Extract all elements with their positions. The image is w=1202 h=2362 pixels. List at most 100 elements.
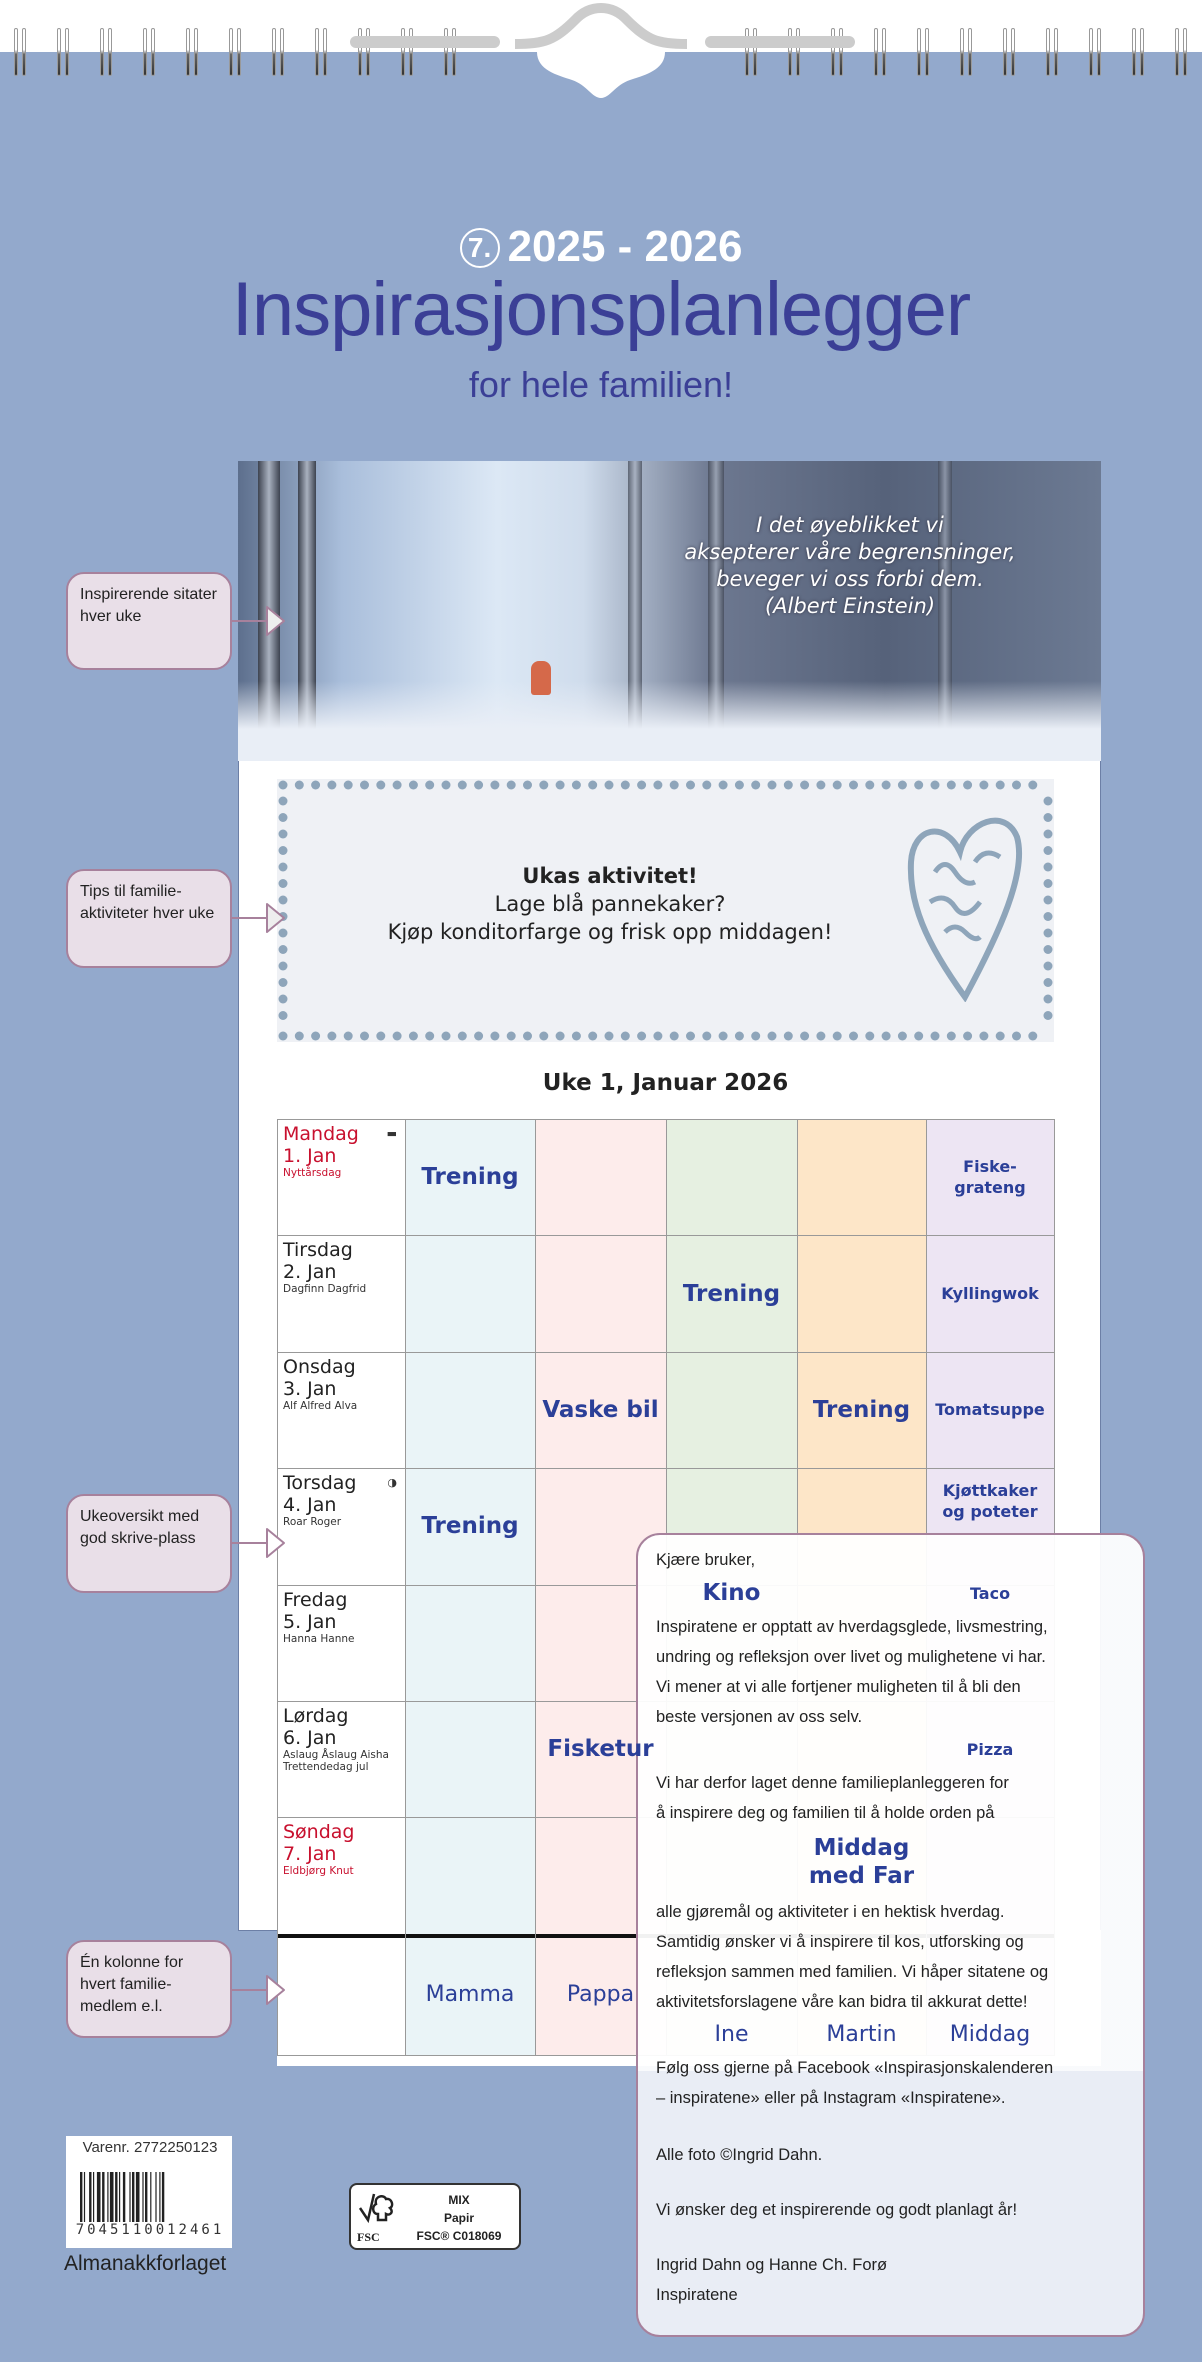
barcode-bars [80, 2172, 165, 2222]
member-header[interactable]: Middag [949, 2021, 1031, 2047]
day-cell: Lørdag 6. Jan Aslaug Åslaug Aisha Trettend… [283, 1705, 401, 1773]
calendar-entry[interactable]: Fisketur [547, 1736, 654, 1762]
spiral-ring [1175, 28, 1189, 76]
publisher-name: Almanakkforlaget [64, 2252, 227, 2275]
spiral-ring [100, 28, 114, 76]
day-name: Fredag [283, 1588, 348, 1611]
calendar-entry[interactable]: Pizza [966, 1739, 1014, 1759]
activity-heading: Ukas aktivitet! [522, 864, 698, 888]
callout-activities: Tips til familie-aktiviteter hver uke [66, 869, 232, 968]
hanger-hook [515, 3, 687, 98]
calendar-entry[interactable]: Middag med Far [808, 1835, 915, 1889]
spiral-ring [831, 28, 845, 76]
spiral-ring [874, 28, 888, 76]
name-days: Alf Alfred Alva [283, 1399, 358, 1412]
weekly-quote: I det øyeblikket vi aksepterer våre begr… [640, 512, 1060, 620]
quote-line: aksepterer våre begrensninger, [684, 540, 1016, 564]
hanger-wire-left [350, 36, 500, 48]
calendar-entry[interactable]: Trening [812, 1396, 911, 1423]
day-name: Mandag [283, 1123, 359, 1145]
day-name: Søndag [283, 1821, 355, 1844]
name-days: Roar Roger [283, 1516, 342, 1529]
spiral-ring [788, 28, 802, 76]
row-divider [277, 1119, 1054, 1120]
cover-title: Inspirasjonsplanlegger [231, 267, 971, 352]
callout-pointer-icon [232, 1528, 285, 1558]
name-days: Nyttårsdag [283, 1167, 342, 1179]
activity-line: Kjøp konditorfarge og frisk opp middagen… [387, 920, 833, 944]
member-header[interactable]: Pappa [566, 1982, 635, 2008]
member-header[interactable] [277, 1934, 405, 2056]
day-cell: Onsdag 3. Jan Alf Alfred Alva [283, 1356, 401, 1412]
fsc-code: FSC® C018069 [416, 2229, 502, 2243]
name-days: Dagfinn Dagfrid [283, 1283, 367, 1296]
cover-years: 7. 2025 - 2026 [0, 222, 1202, 272]
calendar-entry[interactable]: Kjøttkaker og poteter [942, 1481, 1038, 1521]
spiral-ring [401, 28, 415, 76]
spiral-ring [14, 28, 28, 76]
spiral-ring [444, 28, 458, 76]
spiral-ring [1046, 28, 1060, 76]
fsc-tree-icon [358, 2193, 394, 2224]
spiral-ring [143, 28, 157, 76]
day-date: 6. Jan [283, 1727, 337, 1749]
row-divider [277, 1235, 1054, 1237]
calendar-entry[interactable]: Fiske- grateng [954, 1157, 1026, 1198]
quote-line: I det øyeblikket vi [756, 513, 944, 537]
day-cell: Mandag 1. Jan Nyttårsdag ▬ [283, 1123, 401, 1179]
day-name: Tirsdag [283, 1239, 353, 1262]
spiral-ring [917, 28, 931, 76]
calendar-entry[interactable]: Trening [682, 1280, 781, 1307]
walking-person [531, 661, 551, 695]
day-cell: Søndag 7. Jan Eldbjørg Knut [283, 1821, 401, 1877]
spiral-ring [1003, 28, 1017, 76]
fsc-paper: Papir [443, 2211, 474, 2225]
spiral-ring [315, 28, 329, 76]
callout-quotes: Inspirerende sitater hver uke [66, 572, 232, 670]
callout-columns: Én kolonne for hvert familie-medlem e.l. [66, 1940, 232, 2038]
calendar-entry[interactable]: Taco [969, 1583, 1011, 1603]
moon-phase-icon: ◑ [387, 1476, 397, 1490]
name-days: Aslaug Åslaug Aisha Trettendedag jul [283, 1749, 389, 1773]
name-days: Eldbjørg Knut [283, 1865, 354, 1878]
row-divider [277, 1351, 1054, 1353]
member-header[interactable]: Ine [714, 2021, 749, 2047]
fsc-mix: MIX [448, 2193, 470, 2207]
calendar-entry[interactable]: Tomatsuppe [935, 1400, 1045, 1420]
calendar-entry[interactable]: Kino [702, 1580, 761, 1606]
spiral-ring [57, 28, 71, 76]
day-name: Lørdag [283, 1705, 349, 1727]
column-divider [277, 1119, 278, 2056]
day-cell: Tirsdag 2. Jan Dagfinn Dagfrid [283, 1239, 401, 1295]
letter-overlay [636, 1533, 1145, 2337]
spiral-ring [272, 28, 286, 76]
fsc-text: MIX Papir FSC® C018069 [400, 2191, 518, 2245]
item-number: Varenr. 2772250123 [82, 2139, 218, 2156]
callout-pointer-icon [232, 606, 285, 636]
day-date: 1. Jan [283, 1145, 337, 1167]
day-cell: Torsdag 4. Jan Roar Roger ◑ [283, 1472, 401, 1528]
edition-badge: 7. [459, 228, 500, 268]
activity-box [277, 779, 1054, 1042]
calendar-entry[interactable]: Kyllingwok [941, 1284, 1039, 1304]
ean-number: 7045110012461 [75, 2222, 225, 2238]
member-header[interactable]: Martin [826, 2021, 897, 2047]
calendar-entry[interactable]: Vaske bil [542, 1396, 659, 1423]
cover-subtitle: for hele familien! [468, 364, 734, 405]
spiral-ring [1089, 28, 1103, 76]
fsc-logo-text: FSC [357, 2230, 380, 2244]
member-header[interactable]: Mamma [425, 1982, 515, 2008]
column-divider [535, 1119, 536, 2056]
day-name: Onsdag [283, 1355, 356, 1378]
day-date: 4. Jan [283, 1494, 337, 1517]
calendar-entry[interactable]: Trening [421, 1513, 519, 1540]
quote-line: beveger vi oss forbi dem. [716, 567, 984, 591]
hanger-wire-right [705, 36, 855, 48]
calendar-entry[interactable]: Trening [421, 1164, 519, 1191]
day-date: 3. Jan [283, 1377, 337, 1400]
week-title: Uke 1, Januar 2026 [542, 1070, 789, 1096]
spiral-ring [1132, 28, 1146, 76]
day-date: 5. Jan [283, 1610, 337, 1633]
day-date: 7. Jan [283, 1843, 337, 1866]
spiral-ring [358, 28, 372, 76]
